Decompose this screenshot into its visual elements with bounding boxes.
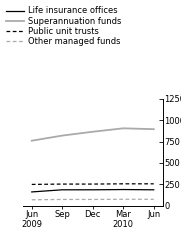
Legend: Life insurance offices, Superannuation funds, Public unit trusts, Other managed : Life insurance offices, Superannuation f…: [6, 6, 121, 46]
